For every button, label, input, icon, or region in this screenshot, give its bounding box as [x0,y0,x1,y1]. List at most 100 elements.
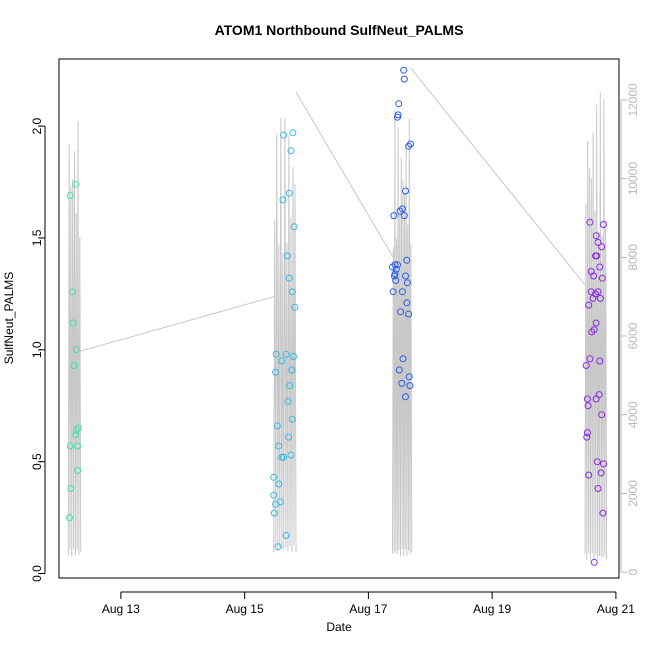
data-point [598,274,606,282]
data-point [280,131,288,139]
data-point [400,212,408,220]
data-point [289,129,297,137]
data-point [400,75,408,83]
data-point [396,207,404,215]
data-point [279,196,287,204]
data-point [395,100,403,108]
data-point [282,350,290,358]
altitude-transit-line [410,68,586,286]
data-point [69,288,77,296]
data-point [398,379,406,387]
data-point [270,473,278,481]
data-point [600,221,607,228]
data-point [285,274,293,282]
data-point [274,543,282,551]
data-point [392,265,400,273]
data-point [585,471,593,479]
data-point [598,243,606,251]
x-tick-label: Aug 17 [349,602,387,616]
data-point [405,142,413,150]
data-point [403,299,411,307]
x-tick-label: Aug 15 [226,602,264,616]
data-point [586,355,594,363]
y-right-tick-label: 12000 [626,83,640,117]
data-point [74,424,82,432]
data-point [593,252,601,260]
y-axis-left: 0.0 0.5 1.0 1.5 2.0 [30,117,46,582]
y-right-tick-label: 0 [626,568,640,575]
data-point [398,205,406,213]
data-point [288,366,296,374]
data-point [596,294,604,302]
y-tick-label: 1.5 [30,229,44,246]
data-point [592,319,600,327]
y-axis-label: SulfNeut_PALMS [2,272,16,365]
data-point [290,353,297,360]
y-tick-label: 0.5 [30,453,44,470]
altitude-transit-line [78,296,274,353]
altitude-segment-flight-3 [392,109,413,557]
data-point [407,140,414,148]
data-point [275,442,283,450]
data-point [70,362,78,369]
data-point [66,442,74,450]
data-point [290,223,298,231]
data-point [594,288,602,296]
y-right-tick-label: 2000 [626,480,640,507]
data-point [272,500,280,508]
data-point [291,303,299,311]
data-point [582,362,590,369]
data-point [394,113,401,121]
data-point [596,357,604,365]
data-point [600,460,607,468]
data-point [272,368,280,376]
y-right-tick-label: 8000 [626,244,640,271]
data-point [282,532,290,539]
data-point [405,310,413,318]
data-point [590,558,598,566]
data-point [69,319,77,327]
data-point [72,426,80,434]
data-point [403,279,411,287]
data-point [67,485,75,492]
data-point [583,433,591,441]
data-point [275,480,283,488]
chart-title: ATOM1 Northbound SulfNeut_PALMS [215,22,464,38]
data-point [589,294,597,302]
data-point [403,256,411,264]
x-axis-label: Date [326,620,352,634]
data-point [400,66,408,74]
data-point [286,382,294,390]
altitude-segment-flight-2 [273,117,297,553]
data-point [586,218,594,226]
altitude-track [67,68,608,561]
data-point [72,180,80,188]
data-point [285,433,293,441]
data-point [287,451,295,459]
data-point [389,263,396,271]
data-point [598,411,606,419]
data-point [596,263,604,271]
altitude-transit-line [295,91,394,258]
data-point [406,382,414,390]
data-point [588,328,596,336]
data-point [392,277,400,284]
data-point [66,192,74,199]
data-point [590,272,598,280]
data-point [285,189,293,197]
data-point [288,288,296,296]
data-point [287,147,295,155]
data-points [66,66,607,566]
x-tick-label: Aug 21 [597,602,635,616]
altitude-segment-flight-1 [67,121,82,557]
data-point [395,366,403,374]
altitude-segment-flight-4 [584,92,608,561]
y-right-tick-label: 10000 [626,162,640,196]
data-point [592,232,600,240]
data-point [270,491,278,499]
data-point [272,350,280,358]
data-point [389,288,397,296]
data-point [284,397,292,405]
data-point [66,514,73,522]
